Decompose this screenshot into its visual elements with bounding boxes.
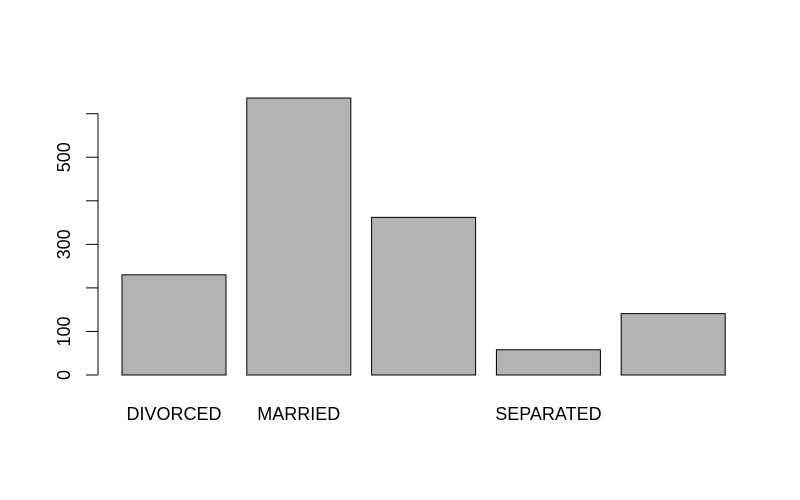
x-axis-labels: DIVORCED MARRIED SEPARATED [126,404,601,424]
y-axis: 0 100 300 500 [54,113,99,380]
bar-category-3 [371,216,477,376]
x-tick-label: SEPARATED [495,404,601,424]
x-tick-label: MARRIED [257,404,340,424]
y-tick-label: 0 [54,370,74,380]
y-tick-label: 500 [54,142,74,172]
y-tick-label: 100 [54,316,74,346]
bar-separated [495,349,601,376]
x-tick-label: DIVORCED [126,404,221,424]
bar-married [246,97,352,376]
bar-divorced [121,274,227,376]
y-tick-label: 300 [54,229,74,259]
bar-category-5 [620,313,726,376]
bars-group [121,97,726,376]
